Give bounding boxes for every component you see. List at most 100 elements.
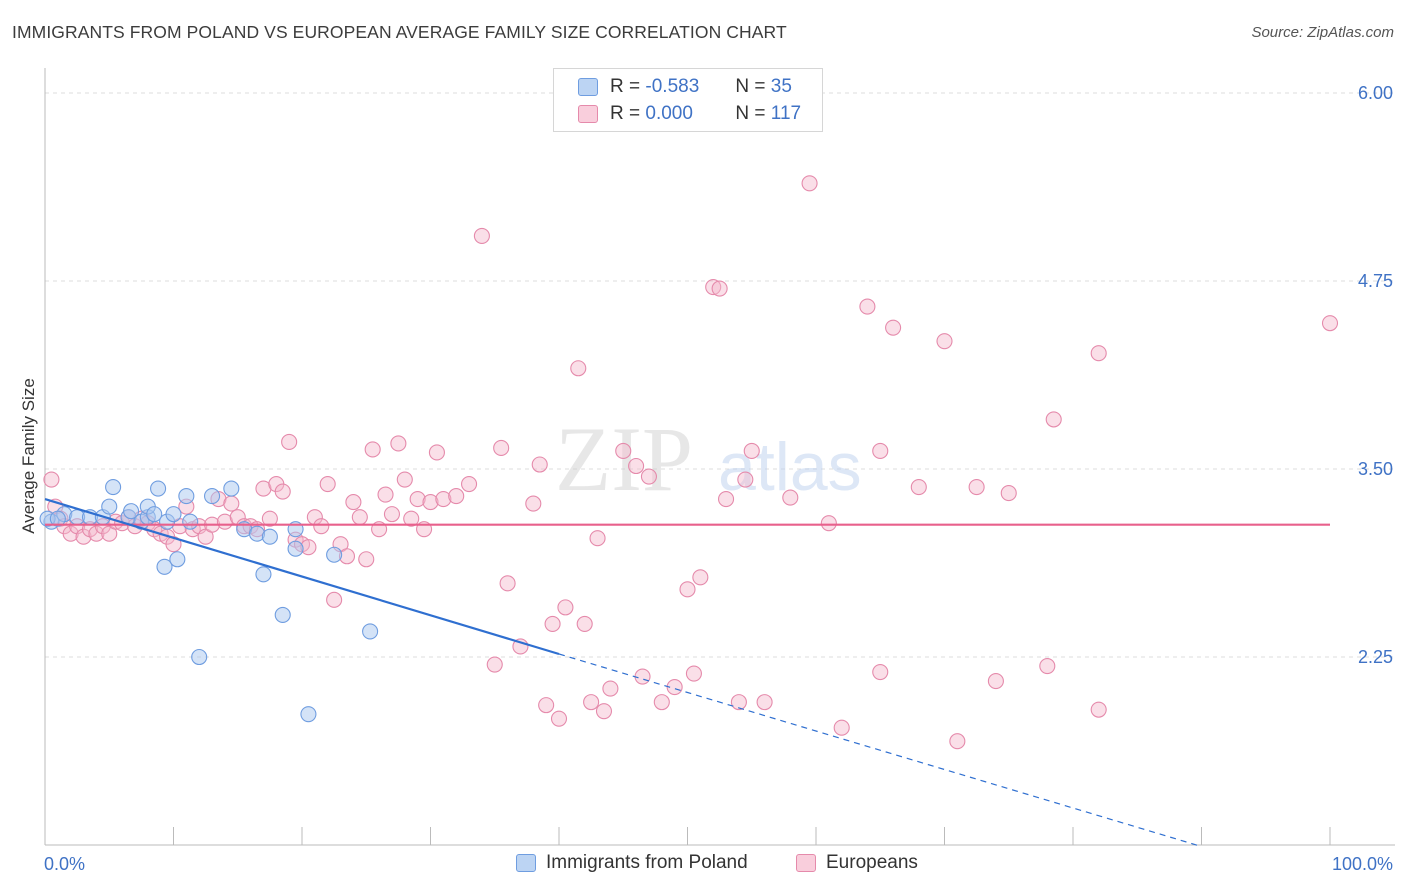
data-point-europeans xyxy=(872,442,889,460)
data-point-europeans xyxy=(628,457,645,475)
data-point-europeans xyxy=(717,491,735,508)
data-point-immigrants xyxy=(101,498,118,515)
data-point-immigrants xyxy=(182,513,199,530)
data-point-europeans xyxy=(872,663,889,681)
data-point-europeans xyxy=(1090,345,1107,362)
data-point-europeans xyxy=(544,615,561,632)
legend-swatch-pink xyxy=(578,105,598,123)
data-point-europeans xyxy=(583,694,600,711)
data-point-europeans xyxy=(782,489,799,506)
data-point-immigrants xyxy=(223,480,240,497)
y-tick-labels: 2.25 3.50 4.75 6.00 xyxy=(1358,83,1393,667)
data-point-immigrants xyxy=(287,540,304,557)
data-point-europeans xyxy=(1090,701,1107,718)
data-point-europeans xyxy=(428,444,445,461)
data-point-europeans xyxy=(525,495,542,512)
y-tick-label: 6.00 xyxy=(1358,83,1393,103)
data-point-immigrants xyxy=(300,706,317,723)
data-point-europeans xyxy=(711,280,728,297)
data-point-immigrants xyxy=(261,528,278,545)
data-point-europeans xyxy=(737,471,754,488)
data-point-immigrants xyxy=(150,480,167,497)
data-point-europeans xyxy=(448,488,465,505)
data-point-europeans xyxy=(493,439,510,457)
chart-source: Source: ZipAtlas.com xyxy=(1251,24,1394,41)
data-point-europeans xyxy=(801,175,818,192)
data-point-europeans xyxy=(589,530,606,547)
legend-r-value: -0.583 xyxy=(645,76,700,97)
data-point-europeans xyxy=(281,433,298,450)
y-tick-label: 4.75 xyxy=(1358,271,1393,291)
legend-row-blue: R = -0.583 N = 35 xyxy=(578,75,792,99)
data-point-europeans xyxy=(885,319,902,336)
data-point-europeans xyxy=(685,665,702,682)
data-point-europeans xyxy=(987,673,1004,690)
data-point-europeans xyxy=(486,656,503,673)
bottom-legend-label-pink: Europeans xyxy=(826,852,918,873)
legend-r-label: R = xyxy=(610,103,641,124)
data-point-europeans xyxy=(570,360,587,377)
data-point-europeans xyxy=(936,333,953,350)
data-point-europeans xyxy=(223,495,240,512)
data-point-europeans xyxy=(968,479,985,496)
axes xyxy=(44,68,1395,846)
data-point-europeans xyxy=(756,694,773,711)
data-point-europeans xyxy=(730,694,747,711)
data-point-europeans xyxy=(595,703,613,720)
legend-n-label: N = xyxy=(735,76,766,97)
legend-r-value: 0.000 xyxy=(645,103,693,124)
data-point-europeans xyxy=(531,456,548,473)
y-axis-label: Average Family Size xyxy=(19,378,38,534)
legend-n-value: 117 xyxy=(770,103,802,124)
x-tick-label: 0.0% xyxy=(44,854,85,874)
data-point-immigrants xyxy=(156,558,173,575)
data-point-europeans xyxy=(602,680,619,697)
data-point-europeans xyxy=(820,515,837,532)
data-point-europeans xyxy=(557,599,574,616)
data-point-europeans xyxy=(1321,315,1339,332)
correlation-legend: R = -0.583 N = 35 R = 0.000 N = 117 xyxy=(553,68,823,132)
data-point-europeans xyxy=(949,733,966,750)
data-point-europeans xyxy=(345,494,362,511)
x-tick-label: 100.0% xyxy=(1332,854,1393,874)
data-point-europeans xyxy=(460,476,478,493)
data-point-europeans xyxy=(383,506,401,523)
legend-r-label: R = xyxy=(610,76,641,97)
data-point-immigrants xyxy=(178,488,195,505)
data-point-europeans xyxy=(409,491,426,508)
watermark-zip: ZIP xyxy=(555,408,693,510)
data-point-europeans xyxy=(435,491,452,508)
data-point-europeans xyxy=(576,615,593,632)
data-point-europeans xyxy=(473,227,490,244)
data-point-europeans xyxy=(261,510,278,527)
data-point-immigrants xyxy=(169,551,186,568)
data-point-europeans xyxy=(377,486,394,503)
bottom-legend-europeans: Europeans xyxy=(796,852,918,874)
bottom-swatch-blue xyxy=(516,854,536,872)
data-point-europeans xyxy=(743,442,760,460)
bottom-legend-label-blue: Immigrants from Poland xyxy=(546,852,748,873)
data-point-europeans xyxy=(615,442,632,460)
data-point-europeans xyxy=(43,471,60,488)
chart-title: IMMIGRANTS FROM POLAND VS EUROPEAN AVERA… xyxy=(12,22,787,42)
data-point-europeans xyxy=(499,575,516,592)
data-point-europeans xyxy=(313,518,330,535)
data-point-europeans xyxy=(1045,411,1062,428)
data-point-immigrants xyxy=(362,623,379,640)
data-point-europeans xyxy=(319,476,336,493)
data-point-europeans xyxy=(351,509,368,526)
data-point-immigrants xyxy=(204,488,221,505)
legend-swatch-blue xyxy=(578,78,598,96)
grid-lines xyxy=(45,92,1395,658)
data-point-europeans xyxy=(679,581,696,598)
data-point-europeans xyxy=(666,679,683,696)
data-point-immigrants xyxy=(255,566,272,583)
trend-line-immigrants xyxy=(44,498,560,656)
data-point-europeans xyxy=(364,441,381,458)
data-point-europeans xyxy=(705,278,722,296)
bottom-swatch-pink xyxy=(796,854,816,872)
trend-lines xyxy=(44,498,1330,848)
data-point-europeans xyxy=(833,719,850,736)
data-point-europeans xyxy=(403,510,420,527)
